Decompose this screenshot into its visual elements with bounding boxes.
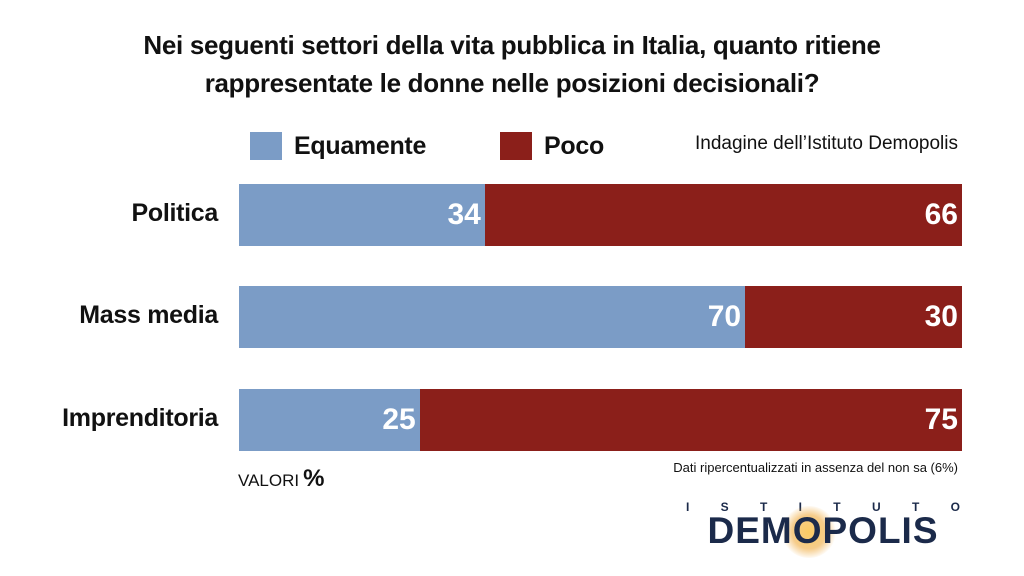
logo-letter: T (833, 500, 841, 514)
units-text: VALORI (238, 471, 300, 490)
value-label-mass-media-poco: 30 (924, 300, 958, 333)
logo-letter: U (871, 500, 881, 514)
bar-mass-media-poco: 30 (745, 286, 962, 348)
bar-politica-equamente: 34 (239, 184, 485, 246)
value-label-politica-equamente: 34 (447, 198, 481, 231)
bar-row-imprenditoria: 25 75 (239, 389, 962, 451)
bar-politica-poco: 66 (484, 184, 962, 246)
logo-glow-icon (782, 506, 836, 558)
source-label: Indagine dell’Istituto Demopolis (695, 133, 958, 154)
category-label-politica: Politica (131, 199, 218, 227)
units-symbol: % (303, 465, 325, 492)
legend-swatch-equamente (250, 132, 282, 160)
category-label-mass-media: Mass media (79, 301, 218, 329)
bar-row-politica: 34 66 (239, 184, 962, 246)
units-label: VALORI% (238, 466, 324, 494)
chart-title-line-2: rappresentate le donne nelle posizioni d… (204, 68, 820, 98)
value-label-imprenditoria-equamente: 25 (382, 403, 416, 436)
logo-letter: S (720, 500, 729, 514)
value-label-politica-poco: 66 (924, 198, 958, 231)
logo-word: DEMOPOLIS (707, 510, 939, 551)
legend-swatch-poco (500, 132, 532, 160)
chart-title: Nei seguenti settori della vita pubblica… (40, 26, 984, 102)
logo-letter: T (759, 500, 768, 514)
logo-letter: T (911, 500, 920, 514)
logo-letter: I (686, 500, 690, 514)
bar-row-mass-media: 70 30 (239, 286, 962, 348)
logo-letter: O (950, 500, 960, 514)
value-label-mass-media-equamente: 70 (707, 300, 742, 333)
legend-label-equamente: Equamente (294, 132, 427, 160)
category-label-imprenditoria: Imprenditoria (62, 404, 218, 432)
chart-title-line-1: Nei seguenti settori della vita pubblica… (143, 30, 881, 60)
legend-label-poco: Poco (544, 132, 604, 160)
footnote: Dati ripercentualizzati in assenza del n… (673, 460, 958, 475)
bar-imprenditoria-equamente: 25 (239, 389, 420, 451)
demopolis-logo: I S T I T U T O DEMOPOLIS (686, 500, 960, 560)
bar-mass-media-equamente: 70 (239, 286, 746, 348)
value-label-imprenditoria-poco: 75 (924, 403, 958, 436)
bar-imprenditoria-poco: 75 (419, 389, 962, 451)
